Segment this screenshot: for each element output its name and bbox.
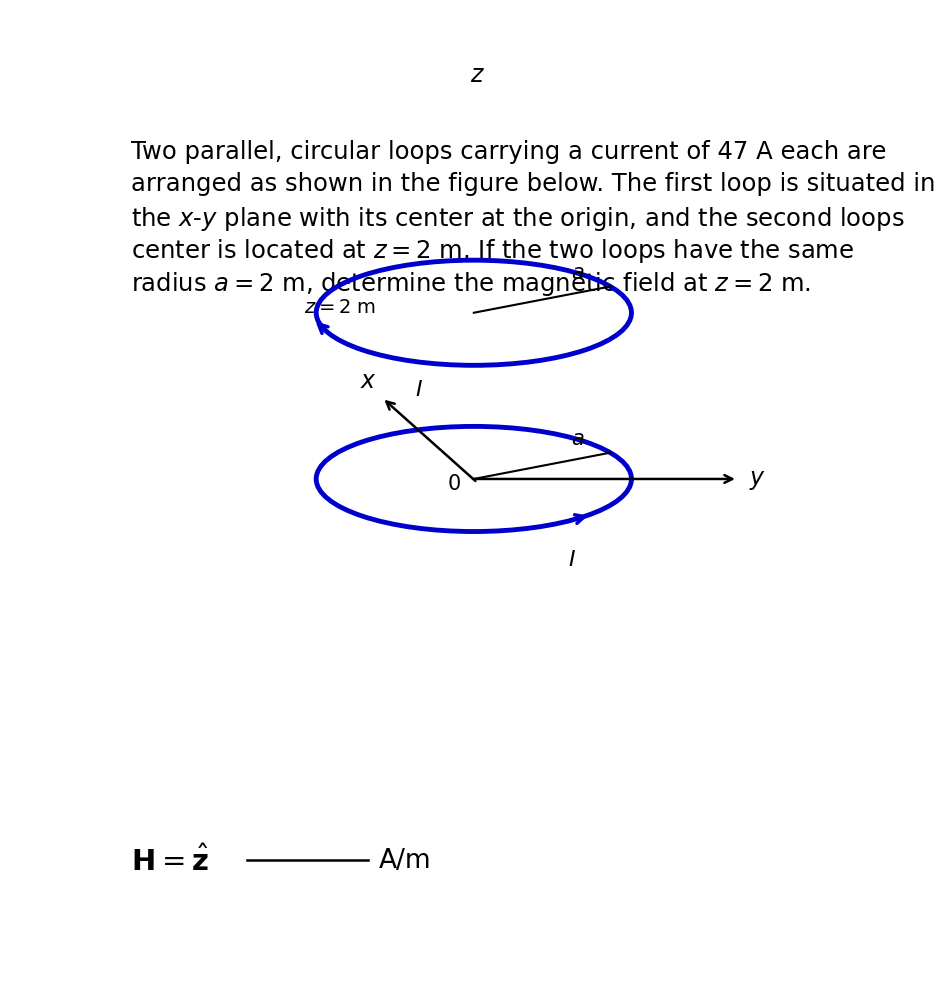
Text: $\mathbf{H} = \hat{\mathbf{z}}$: $\mathbf{H} = \hat{\mathbf{z}}$ bbox=[131, 845, 209, 876]
Text: $z$: $z$ bbox=[470, 63, 485, 87]
Text: 0: 0 bbox=[447, 473, 461, 493]
Text: $y$: $y$ bbox=[748, 467, 765, 491]
Text: $I$: $I$ bbox=[414, 380, 423, 400]
Text: radius $a = 2$ m, determine the magnetic field at $z = 2$ m.: radius $a = 2$ m, determine the magnetic… bbox=[131, 270, 812, 297]
Text: Two parallel, circular loops carrying a current of 47 A each are: Two parallel, circular loops carrying a … bbox=[131, 139, 886, 163]
Text: $a$: $a$ bbox=[571, 428, 585, 448]
Text: $I$: $I$ bbox=[568, 549, 575, 569]
Text: center is located at $z = 2$ m. If the two loops have the same: center is located at $z = 2$ m. If the t… bbox=[131, 237, 855, 265]
Text: the $x$-$y$ plane with its center at the origin, and the second loops: the $x$-$y$ plane with its center at the… bbox=[131, 205, 905, 233]
Text: arranged as shown in the figure below. The first loop is situated in: arranged as shown in the figure below. T… bbox=[131, 173, 936, 196]
Text: $x$: $x$ bbox=[359, 368, 377, 392]
Text: $z = 2$ m: $z = 2$ m bbox=[304, 298, 377, 317]
Text: $a$: $a$ bbox=[571, 263, 585, 283]
Text: A/m: A/m bbox=[378, 848, 431, 874]
